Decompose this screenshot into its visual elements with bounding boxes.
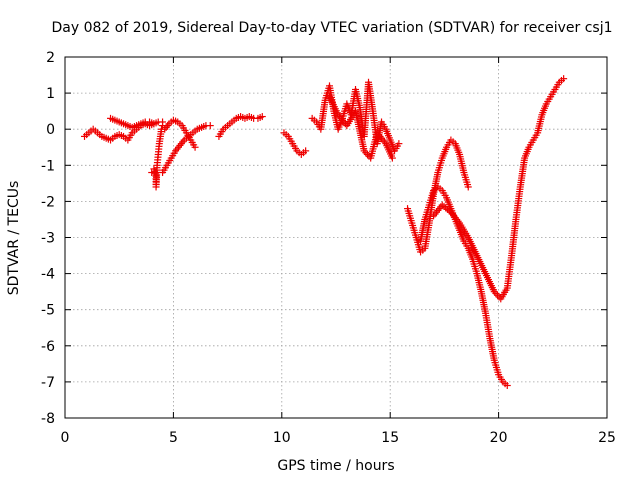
y-tick-label: -2	[41, 194, 55, 210]
x-tick-label: 20	[490, 430, 508, 446]
x-tick-label: 15	[381, 430, 399, 446]
data-point	[191, 143, 199, 151]
data-point	[503, 382, 511, 390]
y-tick-label: 0	[46, 122, 55, 138]
data-points	[81, 75, 568, 390]
data-point	[302, 147, 310, 155]
data-point	[395, 140, 403, 148]
y-tick-label: -6	[41, 339, 55, 355]
x-tick-label: 5	[169, 430, 178, 446]
plot-frame	[64, 56, 608, 419]
data-point	[464, 183, 472, 191]
y-tick-label: -4	[41, 267, 55, 283]
y-tick-label: -8	[41, 411, 55, 427]
y-tick-label: 2	[46, 50, 55, 66]
x-tick-label: 25	[598, 430, 616, 446]
data-point	[206, 122, 214, 130]
data-point	[363, 150, 371, 158]
y-tick-label: -7	[41, 375, 55, 391]
x-axis-label: GPS time / hours	[277, 458, 394, 474]
x-tick-label: 10	[273, 430, 291, 446]
data-point	[560, 75, 568, 83]
x-tick-label: 0	[61, 430, 70, 446]
data-point	[388, 154, 396, 162]
data-point	[494, 291, 502, 299]
y-tick-label: -1	[41, 158, 55, 174]
y-axis-label: SDTVAR / TECUs	[6, 181, 22, 296]
y-tick-label: 1	[46, 86, 55, 102]
chart-title: Day 082 of 2019, Sidereal Day-to-day VTE…	[51, 20, 612, 36]
y-tick-label: -3	[41, 231, 55, 247]
y-tick-label: -5	[41, 303, 55, 319]
data-point	[258, 113, 266, 121]
